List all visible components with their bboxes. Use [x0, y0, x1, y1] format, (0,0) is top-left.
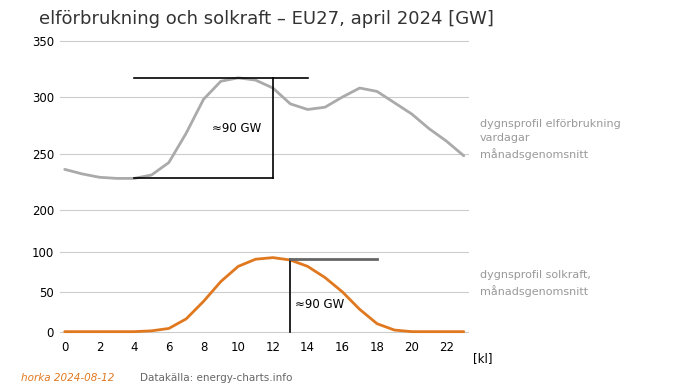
- Text: [kl]: [kl]: [473, 352, 493, 365]
- Text: ≈90 GW: ≈90 GW: [295, 298, 344, 312]
- Text: Datakälla: energy-charts.info: Datakälla: energy-charts.info: [140, 373, 293, 383]
- Text: dygnsprofil elförbrukning
vardagar
månadsgenomsnitt: dygnsprofil elförbrukning vardagar månad…: [480, 119, 620, 160]
- Text: ≈90 GW: ≈90 GW: [212, 121, 261, 135]
- Text: elförbrukning och solkraft – EU27, april 2024 [GW]: elförbrukning och solkraft – EU27, april…: [38, 10, 493, 28]
- Text: dygnsprofil solkraft,
månadsgenomsnitt: dygnsprofil solkraft, månadsgenomsnitt: [480, 270, 590, 297]
- Text: horka 2024-08-12: horka 2024-08-12: [21, 373, 114, 383]
